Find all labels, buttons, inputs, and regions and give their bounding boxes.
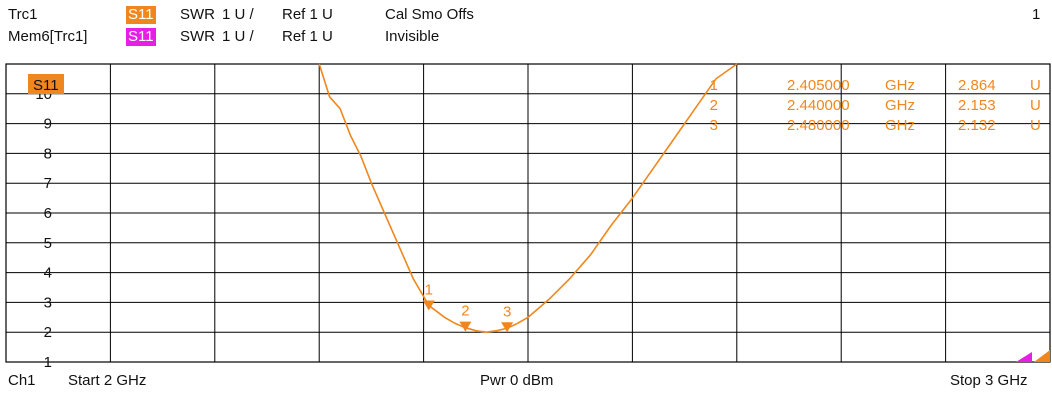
trace-ref[interactable]: Ref 1 U [282, 6, 333, 23]
y-tick-label: 5 [44, 235, 52, 252]
marker-table: 1 2.405000 GHz 2.864 U 2 2.440000 GHz 2.153 U 3 2.4… [710, 77, 1041, 134]
y-tick-label: 6 [44, 205, 52, 222]
grid [5, 63, 1051, 363]
stop-frequency[interactable]: Stop 3 GHz [950, 372, 1028, 389]
memory-trace-format[interactable]: SWR [180, 28, 215, 45]
trace-edge-indicator [1034, 350, 1050, 362]
marker-table-frequency-unit: GHz [885, 117, 915, 134]
marker-table-frequency-unit: GHz [885, 77, 915, 94]
marker-table-value: 2.864 [958, 77, 996, 94]
series-label: S11 [33, 77, 59, 94]
memory-trace-ref[interactable]: Ref 1 U [282, 28, 333, 45]
marker-table-value-unit: U [1030, 97, 1041, 114]
edge-indicators [1016, 350, 1050, 362]
y-tick-label: 2 [44, 324, 52, 341]
series-label-box [28, 74, 64, 94]
trace-badge[interactable]: S11 [126, 6, 156, 24]
marker-1-triangle [422, 300, 435, 311]
marker-table-value-unit: U [1030, 77, 1041, 94]
marker-3-triangle [501, 322, 514, 333]
start-frequency[interactable]: Start 2 GHz [68, 372, 147, 389]
marker-table-value-unit: U [1030, 117, 1041, 134]
marker-layer: 1 2 3 [422, 281, 514, 333]
marker-table-value: 2.132 [958, 117, 996, 134]
memory-trace-name[interactable]: Mem6[Trc1] [8, 28, 88, 45]
marker-2-label: 2 [461, 303, 469, 320]
trace-layer [318, 63, 738, 334]
marker-2-triangle [459, 321, 472, 332]
marker-table-id: 1 [710, 77, 718, 94]
window-number: 1 [1032, 6, 1041, 23]
y-tick-label: 9 [44, 116, 52, 133]
marker-table-frequency: 2.480000 [787, 117, 850, 134]
marker-table-frequency: 2.405000 [787, 77, 850, 94]
trace-status: Cal Smo Offs [385, 6, 474, 23]
marker-table-id: 2 [710, 97, 718, 114]
swr-trace-line [318, 63, 738, 334]
y-tick-label: 8 [44, 145, 52, 162]
y-tick-label: 1 [44, 354, 52, 371]
trace-name[interactable]: Trc1 [8, 6, 38, 23]
y-tick-label: 3 [44, 294, 52, 311]
memory-trace-badge[interactable]: S11 [126, 28, 156, 46]
memory-edge-indicator [1016, 352, 1032, 362]
y-tick-label: 7 [44, 175, 52, 192]
trace-scale[interactable]: 1 U / [222, 6, 254, 23]
marker-table-frequency-unit: GHz [885, 97, 915, 114]
marker-table-frequency: 2.440000 [787, 97, 850, 114]
marker-3-label: 3 [503, 303, 511, 320]
marker-table-id: 3 [710, 117, 718, 134]
memory-trace-scale[interactable]: 1 U / [222, 28, 254, 45]
marker-table-value: 2.153 [958, 97, 996, 114]
memory-trace-status: Invisible [385, 28, 440, 45]
y-tick-label: 4 [44, 265, 52, 282]
marker-1-label: 1 [425, 281, 433, 298]
trace-format[interactable]: SWR [180, 6, 215, 23]
channel-label[interactable]: Ch1 [8, 372, 36, 389]
source-power[interactable]: Pwr 0 dBm [480, 372, 554, 389]
